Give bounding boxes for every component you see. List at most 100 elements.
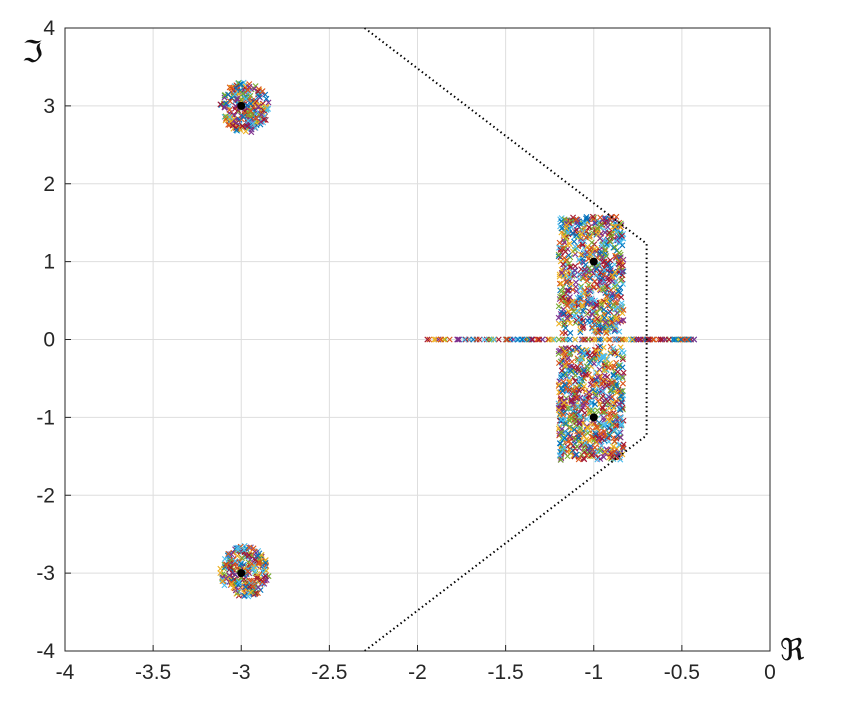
boundary-line xyxy=(364,27,648,652)
pole-sample-marker xyxy=(572,243,579,250)
pole-sample-marker xyxy=(550,336,557,343)
pole-sample-marker xyxy=(518,336,525,343)
pole-sample-marker xyxy=(217,570,224,576)
pole-sample-marker xyxy=(620,445,627,452)
pole-sample-marker xyxy=(583,436,590,443)
pole-sample-marker xyxy=(572,336,579,343)
pole-sample-marker xyxy=(225,91,232,98)
pole-sample-marker xyxy=(229,84,236,91)
pole-sample-marker xyxy=(612,422,619,429)
pole-sample-marker xyxy=(446,336,453,343)
pole-sample-marker xyxy=(683,336,690,343)
pole-sample-marker xyxy=(262,572,269,579)
pole-sample-marker xyxy=(580,367,587,374)
pole-sample-marker xyxy=(600,344,607,351)
y-axis-label: ℑ xyxy=(22,35,43,70)
pole-sample-marker xyxy=(561,444,568,451)
pole-sample-marker xyxy=(606,418,613,425)
pole-sample-marker xyxy=(587,443,594,450)
pole-sample-marker xyxy=(221,582,228,589)
pole-sample-marker xyxy=(591,297,598,304)
pole-sample-marker xyxy=(486,336,493,343)
pole-sample-marker xyxy=(239,555,246,562)
pole-sample-marker xyxy=(252,556,259,563)
pole-sample-marker xyxy=(567,367,574,374)
pole-sample-marker xyxy=(250,565,257,572)
pole-sample-marker xyxy=(576,271,583,278)
pole-sample-marker xyxy=(580,455,587,462)
pole-sample-marker xyxy=(592,326,599,333)
pole-sample-marker xyxy=(618,294,625,301)
pole-sample-marker xyxy=(566,240,573,247)
pole-sample-marker xyxy=(591,355,598,362)
pole-sample-marker xyxy=(598,436,605,442)
pole-sample-marker xyxy=(612,252,619,259)
pole-sample-marker xyxy=(615,260,622,267)
pole-sample-marker xyxy=(598,442,605,449)
pole-sample-marker xyxy=(583,213,590,220)
pole-sample-marker xyxy=(232,571,239,578)
pole-sample-marker xyxy=(575,386,582,393)
pole-sample-marker xyxy=(586,246,593,253)
pole-sample-marker xyxy=(616,401,623,408)
pole-sample-marker xyxy=(618,420,625,427)
pole-sample-marker xyxy=(568,368,575,375)
pole-sample-marker xyxy=(556,381,563,388)
pole-sample-marker xyxy=(616,362,623,369)
pole-sample-marker xyxy=(255,584,262,591)
pole-sample-marker xyxy=(561,336,568,343)
pole-sample-marker xyxy=(670,336,677,343)
pole-sample-marker xyxy=(616,249,623,256)
pole-sample-marker xyxy=(593,336,600,343)
pole-sample-marker xyxy=(558,416,565,423)
pole-sample-marker xyxy=(575,435,582,442)
pole-sample-marker xyxy=(555,336,562,343)
pole-sample-marker xyxy=(575,316,582,323)
pole-sample-marker xyxy=(255,559,262,566)
pole-sample-marker xyxy=(230,115,237,122)
pole-sample-marker xyxy=(256,555,263,562)
pole-sample-marker xyxy=(556,320,563,327)
pole-sample-marker xyxy=(569,230,576,237)
pole-sample-marker xyxy=(228,579,235,586)
pole-sample-marker xyxy=(251,85,258,92)
pole-sample-marker xyxy=(244,86,251,93)
pole-sample-marker xyxy=(616,428,623,435)
pole-sample-marker xyxy=(572,452,579,459)
pole-sample-marker xyxy=(591,336,598,343)
pole-sample-marker xyxy=(609,290,616,297)
pole-sample-marker xyxy=(594,407,601,414)
pole-sample-marker xyxy=(609,450,616,457)
pole-sample-marker xyxy=(570,387,577,394)
pole-clouds xyxy=(217,79,698,600)
pole-sample-marker xyxy=(564,453,571,460)
y-tick-label: 3 xyxy=(43,95,55,118)
pole-sample-marker xyxy=(462,336,469,343)
pole-sample-marker xyxy=(239,90,246,97)
nominal-poles xyxy=(237,101,598,578)
x-tick-labels: -4 -3.5 -3 -2.5 -2 -1.5 -1 -0.5 0 xyxy=(56,661,776,684)
pole-sample-marker xyxy=(607,238,614,245)
pole-sample-marker xyxy=(555,251,562,258)
pole-sample-marker xyxy=(612,283,619,290)
pole-sample-marker xyxy=(222,113,229,120)
x-tick-label: -2 xyxy=(408,661,427,684)
pole-sample-marker xyxy=(605,336,612,343)
pole-sample-marker xyxy=(577,425,584,432)
pole-sample-marker xyxy=(571,238,578,245)
pole-sample-marker xyxy=(618,347,625,354)
pole-sample-marker xyxy=(239,122,246,129)
pole-sample-marker xyxy=(247,108,254,114)
nominal-pole-dot xyxy=(237,101,246,110)
pole-sample-marker xyxy=(234,95,241,102)
pole-sample-marker xyxy=(586,393,593,400)
pole-sample-marker xyxy=(601,409,608,416)
pole-sample-marker xyxy=(573,288,580,295)
pole-sample-marker xyxy=(596,355,603,362)
pole-sample-marker xyxy=(598,244,605,251)
pole-sample-marker xyxy=(611,244,618,251)
pole-sample-marker xyxy=(600,324,607,331)
pole-sample-marker xyxy=(562,362,569,369)
pole-sample-marker xyxy=(586,389,593,396)
